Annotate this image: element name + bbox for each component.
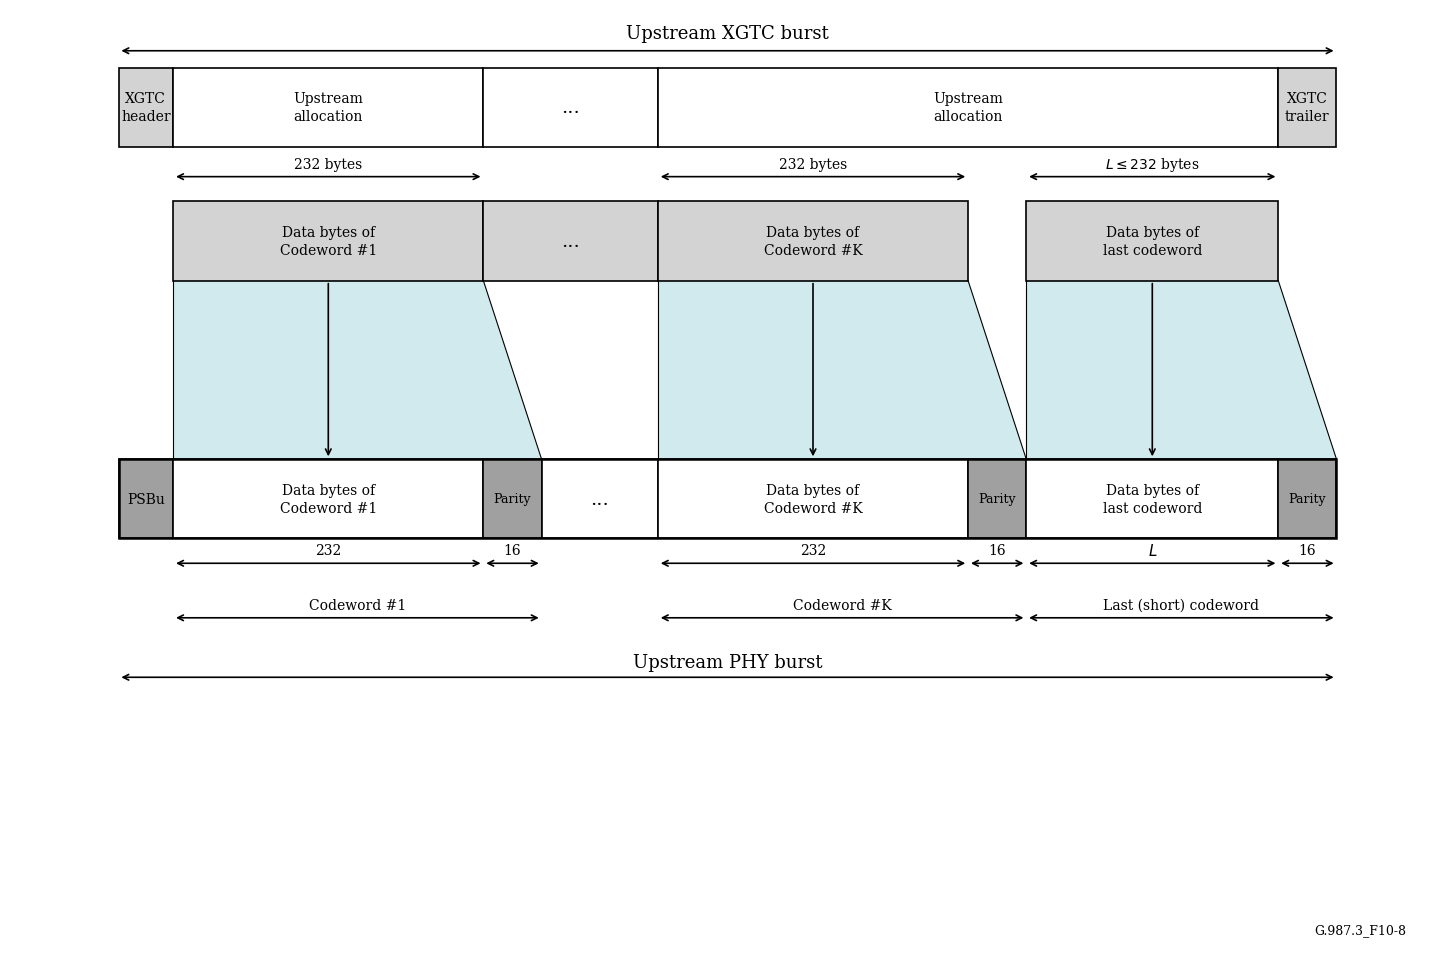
Text: Data bytes of: Data bytes of — [1105, 483, 1200, 498]
Text: Data bytes of: Data bytes of — [766, 483, 859, 498]
Bar — [657, 202, 968, 282]
Text: $L$: $L$ — [1147, 543, 1157, 558]
Text: Upstream PHY burst: Upstream PHY burst — [632, 653, 823, 672]
Text: ...: ... — [561, 99, 580, 117]
Text: 16: 16 — [989, 544, 1006, 557]
Text: XGTC: XGTC — [1287, 92, 1328, 107]
Polygon shape — [173, 282, 541, 459]
Bar — [1278, 459, 1336, 539]
Text: 232 bytes: 232 bytes — [294, 158, 362, 172]
Text: 232 bytes: 232 bytes — [779, 158, 848, 172]
Text: last codeword: last codeword — [1102, 502, 1202, 515]
Polygon shape — [1027, 282, 1336, 459]
Text: Codeword #K: Codeword #K — [763, 502, 862, 515]
Bar — [119, 459, 173, 539]
Bar — [541, 459, 657, 539]
Text: ...: ... — [561, 233, 580, 251]
Bar — [483, 202, 657, 282]
Bar — [119, 68, 173, 148]
Text: last codeword: last codeword — [1102, 244, 1202, 258]
Text: $L \leq 232$ bytes: $L \leq 232$ bytes — [1105, 156, 1200, 174]
Text: allocation: allocation — [933, 111, 1003, 124]
Text: 16: 16 — [503, 544, 522, 557]
Bar — [173, 459, 483, 539]
Bar — [483, 459, 541, 539]
Bar — [1027, 202, 1278, 282]
Bar — [173, 202, 483, 282]
Bar — [657, 459, 968, 539]
Text: 16: 16 — [1298, 544, 1316, 557]
Text: Data bytes of: Data bytes of — [282, 226, 375, 240]
Polygon shape — [657, 282, 1027, 459]
Text: Data bytes of: Data bytes of — [282, 483, 375, 498]
Bar — [968, 459, 1027, 539]
Text: Codeword #1: Codeword #1 — [279, 502, 377, 515]
Text: Parity: Parity — [494, 493, 531, 505]
Bar — [1027, 459, 1278, 539]
Text: header: header — [121, 111, 170, 124]
Bar — [1278, 68, 1336, 148]
Text: Codeword #K: Codeword #K — [763, 244, 862, 258]
Text: Parity: Parity — [1288, 493, 1326, 505]
Text: Codeword #1: Codeword #1 — [308, 599, 406, 612]
Text: ...: ... — [590, 490, 609, 508]
Text: Codeword #K: Codeword #K — [792, 599, 891, 612]
Text: 232: 232 — [800, 544, 826, 557]
Text: Data bytes of: Data bytes of — [766, 226, 859, 240]
Text: Upstream: Upstream — [294, 92, 364, 107]
Text: trailer: trailer — [1285, 111, 1330, 124]
Text: allocation: allocation — [294, 111, 364, 124]
Text: Upstream XGTC burst: Upstream XGTC burst — [627, 25, 829, 43]
Text: 232: 232 — [316, 544, 342, 557]
Text: Codeword #1: Codeword #1 — [279, 244, 377, 258]
Bar — [483, 68, 657, 148]
Bar — [657, 68, 1278, 148]
Text: XGTC: XGTC — [125, 92, 166, 107]
Text: PSBu: PSBu — [126, 492, 164, 506]
Text: Last (short) codeword: Last (short) codeword — [1104, 599, 1259, 612]
Bar — [119, 459, 1336, 539]
Text: Upstream: Upstream — [933, 92, 1003, 107]
Bar — [173, 68, 483, 148]
Text: Data bytes of: Data bytes of — [1105, 226, 1200, 240]
Text: Parity: Parity — [979, 493, 1016, 505]
Text: G.987.3_F10-8: G.987.3_F10-8 — [1314, 924, 1406, 937]
